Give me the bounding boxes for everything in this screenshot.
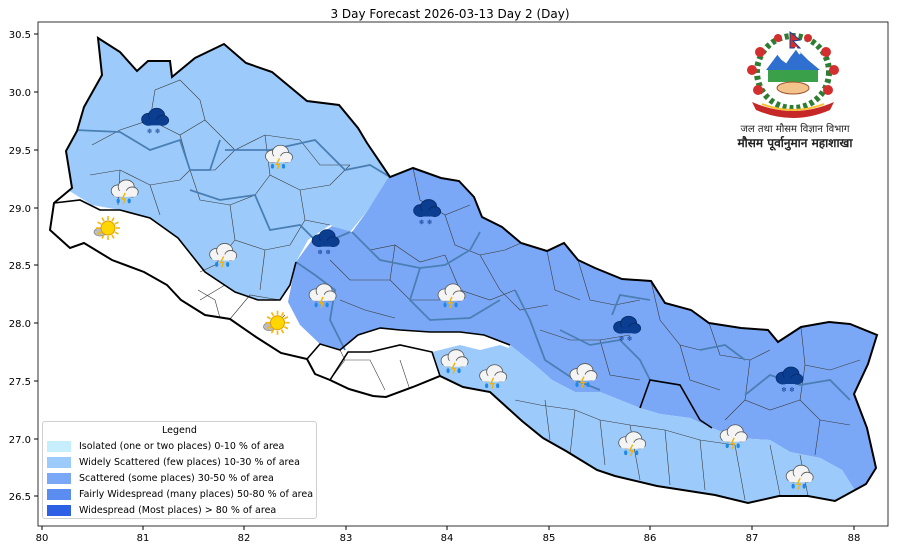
- snow-cloud-icon: ❄ ❄: [775, 366, 804, 394]
- legend-label: Scattered (some places) 30-50 % of area: [79, 472, 274, 484]
- svg-text:❄: ❄: [427, 219, 433, 227]
- y-tick-label: 28.0: [9, 319, 31, 330]
- snow-cloud-icon: ❄ ❄: [613, 315, 642, 343]
- legend-label: Widespread (Most places) > 80 % of area: [79, 504, 277, 516]
- svg-text:❄: ❄: [781, 386, 787, 394]
- y-tick-label: 29.5: [9, 146, 31, 157]
- rain-cloud-icon: [110, 179, 139, 205]
- emblem-mountains: [766, 48, 820, 70]
- y-tick: 29.5: [9, 146, 38, 157]
- legend-swatch: [47, 456, 71, 468]
- rain-cloud-icon: [719, 424, 748, 450]
- svg-text:❄: ❄: [155, 127, 161, 135]
- rain-cloud-icon: [569, 363, 598, 388]
- y-tick-label: 28.5: [9, 261, 31, 272]
- rain-cloud-icon: [209, 243, 238, 268]
- department-name: जल तथा मौसम विज्ञान विभाग: [740, 124, 850, 135]
- legend-swatch: [47, 440, 71, 452]
- x-tick: 84: [441, 526, 454, 544]
- legend-item-fairly-widespread: Fairly Widespread (many places) 50-80 % …: [43, 486, 316, 502]
- map-title: 3 Day Forecast 2026-03-13 Day 2 (Day): [330, 7, 570, 21]
- x-tick: 83: [340, 526, 353, 544]
- y-tick: 27.0: [9, 435, 38, 446]
- y-tick: 28.5: [9, 261, 38, 272]
- x-tick-label: 80: [36, 533, 49, 544]
- svg-text:❄: ❄: [619, 335, 625, 343]
- rain-cloud-icon: [785, 464, 814, 490]
- zone-outlines: [53, 199, 713, 429]
- legend-swatch: [47, 504, 71, 516]
- sunny-icon: [263, 310, 290, 335]
- x-tick-label: 88: [848, 533, 861, 544]
- nepal-outline: [48, 36, 879, 505]
- x-tick: 80: [36, 526, 49, 544]
- rain-cloud-icon: [308, 283, 337, 309]
- rain-cloud-icon: [440, 349, 469, 374]
- svg-text:❄: ❄: [317, 249, 323, 257]
- svg-text:❄: ❄: [419, 219, 425, 227]
- y-tick: 26.5: [9, 492, 38, 503]
- y-tick: 30.5: [9, 30, 38, 41]
- y-tick: 29.0: [9, 204, 38, 215]
- rain-cloud-icon: [618, 431, 647, 456]
- weather-icons: ❄ ❄❄ ❄❄ ❄❄ ❄❄ ❄: [93, 107, 814, 490]
- x-tick-label: 85: [543, 533, 556, 544]
- x-tick-label: 87: [746, 533, 759, 544]
- legend-label: Widely Scattered (few places) 10-30 % of…: [79, 456, 300, 468]
- legend-label: Isolated (one or two places) 0-10 % of a…: [79, 440, 285, 452]
- y-tick: 28.0: [9, 319, 38, 330]
- x-tick: 82: [238, 526, 251, 544]
- x-axis-ticks: 80 81 82 83 84 85 86 87 88: [36, 526, 861, 544]
- legend-item-widespread: Widespread (Most places) > 80 % of area: [43, 502, 316, 518]
- legend-swatch: [47, 488, 71, 500]
- emblem-ribbon: [752, 102, 834, 118]
- x-tick-label: 84: [441, 533, 454, 544]
- government-emblem: [747, 30, 839, 118]
- y-tick-label: 27.0: [9, 435, 31, 446]
- x-tick: 87: [746, 526, 759, 544]
- svg-text:❄: ❄: [789, 386, 795, 394]
- sunny-icon: [93, 216, 120, 241]
- x-tick: 81: [137, 526, 150, 544]
- x-tick: 88: [848, 526, 861, 544]
- legend-item-isolated: Isolated (one or two places) 0-10 % of a…: [43, 438, 316, 454]
- rain-cloud-icon: [265, 144, 293, 170]
- emblem-handshake: [776, 81, 810, 95]
- x-tick-label: 86: [644, 533, 657, 544]
- svg-text:❄: ❄: [147, 127, 153, 135]
- y-tick-label: 30.5: [9, 30, 31, 41]
- legend-swatch: [47, 472, 71, 484]
- snow-cloud-icon: ❄ ❄: [311, 229, 340, 257]
- svg-text:❄: ❄: [325, 249, 331, 257]
- snow-cloud-icon: ❄ ❄: [141, 107, 170, 135]
- legend-label: Fairly Widespread (many places) 50-80 % …: [79, 488, 314, 500]
- x-tick: 85: [543, 526, 556, 544]
- y-tick-label: 30.0: [9, 88, 31, 99]
- x-tick-label: 81: [137, 533, 150, 544]
- legend-item-widely-scattered: Widely Scattered (few places) 10-30 % of…: [43, 454, 316, 470]
- division-name: मौसम पूर्वानुमान महाशाखा: [737, 136, 853, 150]
- region-central-east-hills: [288, 168, 877, 500]
- x-tick-label: 83: [340, 533, 353, 544]
- y-tick-label: 29.0: [9, 204, 31, 215]
- svg-text:❄: ❄: [627, 335, 633, 343]
- x-tick: 86: [644, 526, 657, 544]
- legend-title: Legend: [162, 425, 197, 436]
- rain-cloud-icon: [479, 364, 508, 389]
- rain-cloud-icon: [437, 283, 466, 309]
- snow-cloud-icon: ❄ ❄: [413, 199, 442, 227]
- y-axis-ticks: 26.5 27.0 27.5 28.0 28.5 29.0 29.5 30.0 …: [9, 30, 38, 503]
- y-tick-label: 27.5: [9, 377, 31, 388]
- emblem-land: [768, 70, 818, 82]
- x-tick-label: 82: [238, 533, 251, 544]
- y-tick: 30.0: [9, 88, 38, 99]
- y-tick-label: 26.5: [9, 492, 31, 503]
- y-tick: 27.5: [9, 377, 38, 388]
- legend-item-scattered: Scattered (some places) 30-50 % of area: [43, 470, 316, 486]
- emblem-flag: [789, 30, 802, 49]
- legend: Legend Isolated (one or two places) 0-10…: [42, 421, 317, 519]
